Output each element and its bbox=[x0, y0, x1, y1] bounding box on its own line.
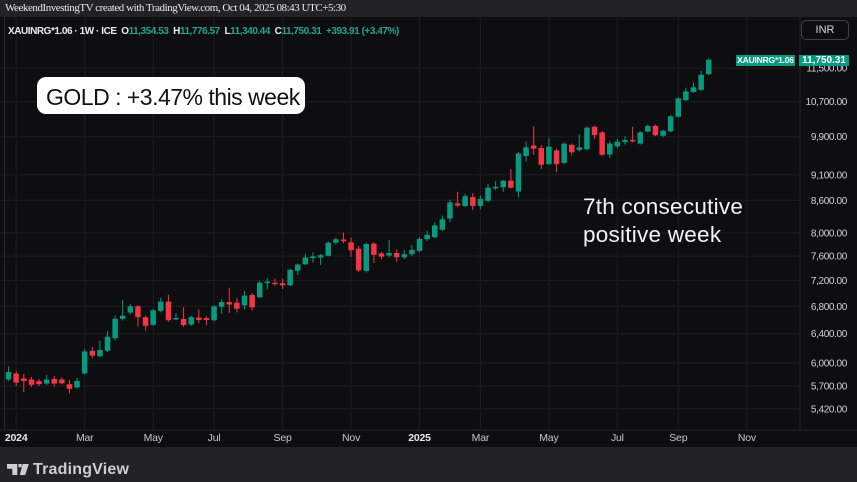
svg-text:Nov: Nov bbox=[342, 432, 361, 444]
svg-text:10,700.00: 10,700.00 bbox=[806, 97, 848, 108]
svg-text:Jul: Jul bbox=[208, 432, 221, 444]
svg-text:Jul: Jul bbox=[611, 432, 624, 444]
svg-text:7,200.00: 7,200.00 bbox=[811, 276, 848, 287]
svg-text:7,600.00: 7,600.00 bbox=[811, 252, 848, 263]
svg-text:9,900.00: 9,900.00 bbox=[811, 132, 848, 143]
svg-text:2024: 2024 bbox=[5, 432, 28, 444]
svg-text:9,100.00: 9,100.00 bbox=[811, 170, 848, 181]
svg-text:6,800.00: 6,800.00 bbox=[811, 302, 848, 313]
svg-text:11,500.00: 11,500.00 bbox=[806, 64, 847, 75]
svg-text:Mar: Mar bbox=[76, 432, 94, 444]
svg-text:2025: 2025 bbox=[408, 432, 431, 444]
svg-text:Mar: Mar bbox=[472, 432, 490, 444]
svg-text:Sep: Sep bbox=[669, 432, 687, 444]
svg-text:6,400.00: 6,400.00 bbox=[811, 329, 848, 340]
svg-text:May: May bbox=[539, 432, 559, 444]
svg-text:5,420.00: 5,420.00 bbox=[811, 404, 848, 415]
svg-text:Nov: Nov bbox=[738, 432, 757, 444]
svg-text:5,700.00: 5,700.00 bbox=[811, 382, 848, 393]
svg-text:8,000.00: 8,000.00 bbox=[811, 229, 848, 240]
svg-text:6,000.00: 6,000.00 bbox=[811, 358, 848, 369]
svg-text:Sep: Sep bbox=[274, 432, 292, 444]
svg-text:8,600.00: 8,600.00 bbox=[811, 196, 848, 207]
svg-text:May: May bbox=[144, 432, 164, 444]
